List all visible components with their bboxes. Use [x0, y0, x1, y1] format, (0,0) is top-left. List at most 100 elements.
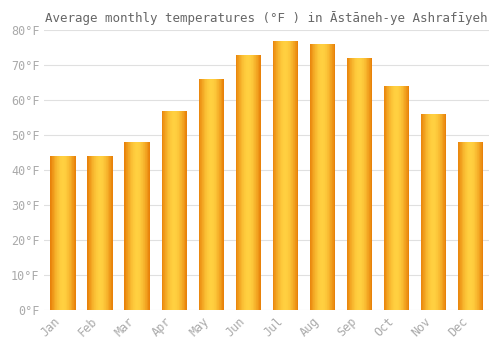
Bar — [459, 142, 460, 310]
Bar — [468, 142, 469, 310]
Bar — [407, 86, 408, 310]
Bar — [105, 156, 106, 310]
Bar — [293, 41, 294, 310]
Bar — [443, 114, 444, 310]
Bar — [102, 156, 103, 310]
Bar — [93, 156, 94, 310]
Bar — [328, 44, 329, 310]
Bar — [396, 86, 397, 310]
Bar — [136, 142, 137, 310]
Bar — [259, 55, 260, 310]
Bar — [64, 156, 65, 310]
Bar — [316, 44, 317, 310]
Bar — [103, 156, 104, 310]
Bar — [395, 86, 396, 310]
Bar — [162, 111, 163, 310]
Bar — [212, 79, 213, 310]
Bar — [289, 41, 290, 310]
Bar — [351, 58, 352, 310]
Bar — [390, 86, 392, 310]
Bar — [74, 156, 75, 310]
Bar — [470, 142, 471, 310]
Bar — [482, 142, 483, 310]
Bar — [408, 86, 409, 310]
Bar — [211, 79, 212, 310]
Bar — [297, 41, 298, 310]
Bar — [237, 55, 238, 310]
Bar — [218, 79, 220, 310]
Bar — [250, 55, 252, 310]
Bar — [384, 86, 385, 310]
Bar — [350, 58, 351, 310]
Bar — [178, 111, 179, 310]
Bar — [353, 58, 354, 310]
Bar — [92, 156, 93, 310]
Bar — [140, 142, 141, 310]
Bar — [393, 86, 394, 310]
Bar — [331, 44, 332, 310]
Bar — [182, 111, 183, 310]
Bar — [201, 79, 202, 310]
Bar — [330, 44, 331, 310]
Bar — [202, 79, 203, 310]
Bar — [334, 44, 335, 310]
Bar — [238, 55, 239, 310]
Bar — [361, 58, 362, 310]
Bar — [199, 79, 200, 310]
Bar — [94, 156, 95, 310]
Bar — [60, 156, 61, 310]
Bar — [444, 114, 446, 310]
Bar — [435, 114, 436, 310]
Bar — [282, 41, 284, 310]
Bar — [206, 79, 208, 310]
Bar — [402, 86, 404, 310]
Bar — [65, 156, 66, 310]
Bar — [422, 114, 424, 310]
Bar — [236, 55, 237, 310]
Bar — [294, 41, 296, 310]
Bar — [404, 86, 405, 310]
Bar — [208, 79, 210, 310]
Bar — [326, 44, 328, 310]
Bar — [253, 55, 254, 310]
Bar — [163, 111, 164, 310]
Bar — [436, 114, 437, 310]
Bar — [458, 142, 459, 310]
Bar — [215, 79, 216, 310]
Bar — [425, 114, 426, 310]
Bar — [476, 142, 478, 310]
Bar — [286, 41, 287, 310]
Bar — [132, 142, 134, 310]
Bar — [134, 142, 135, 310]
Bar — [367, 58, 368, 310]
Bar — [356, 58, 357, 310]
Bar — [318, 44, 319, 310]
Bar — [278, 41, 279, 310]
Bar — [129, 142, 130, 310]
Bar — [139, 142, 140, 310]
Bar — [255, 55, 256, 310]
Bar — [272, 41, 274, 310]
Bar — [204, 79, 205, 310]
Bar — [110, 156, 112, 310]
Bar — [222, 79, 223, 310]
Bar — [346, 58, 348, 310]
Bar — [333, 44, 334, 310]
Bar — [88, 156, 90, 310]
Bar — [273, 41, 274, 310]
Bar — [131, 142, 132, 310]
Bar — [58, 156, 59, 310]
Bar — [320, 44, 321, 310]
Bar — [365, 58, 366, 310]
Bar — [313, 44, 314, 310]
Bar — [438, 114, 439, 310]
Bar — [168, 111, 169, 310]
Bar — [397, 86, 398, 310]
Bar — [221, 79, 222, 310]
Bar — [174, 111, 176, 310]
Bar — [145, 142, 146, 310]
Bar — [348, 58, 349, 310]
Bar — [277, 41, 278, 310]
Bar — [125, 142, 126, 310]
Bar — [109, 156, 110, 310]
